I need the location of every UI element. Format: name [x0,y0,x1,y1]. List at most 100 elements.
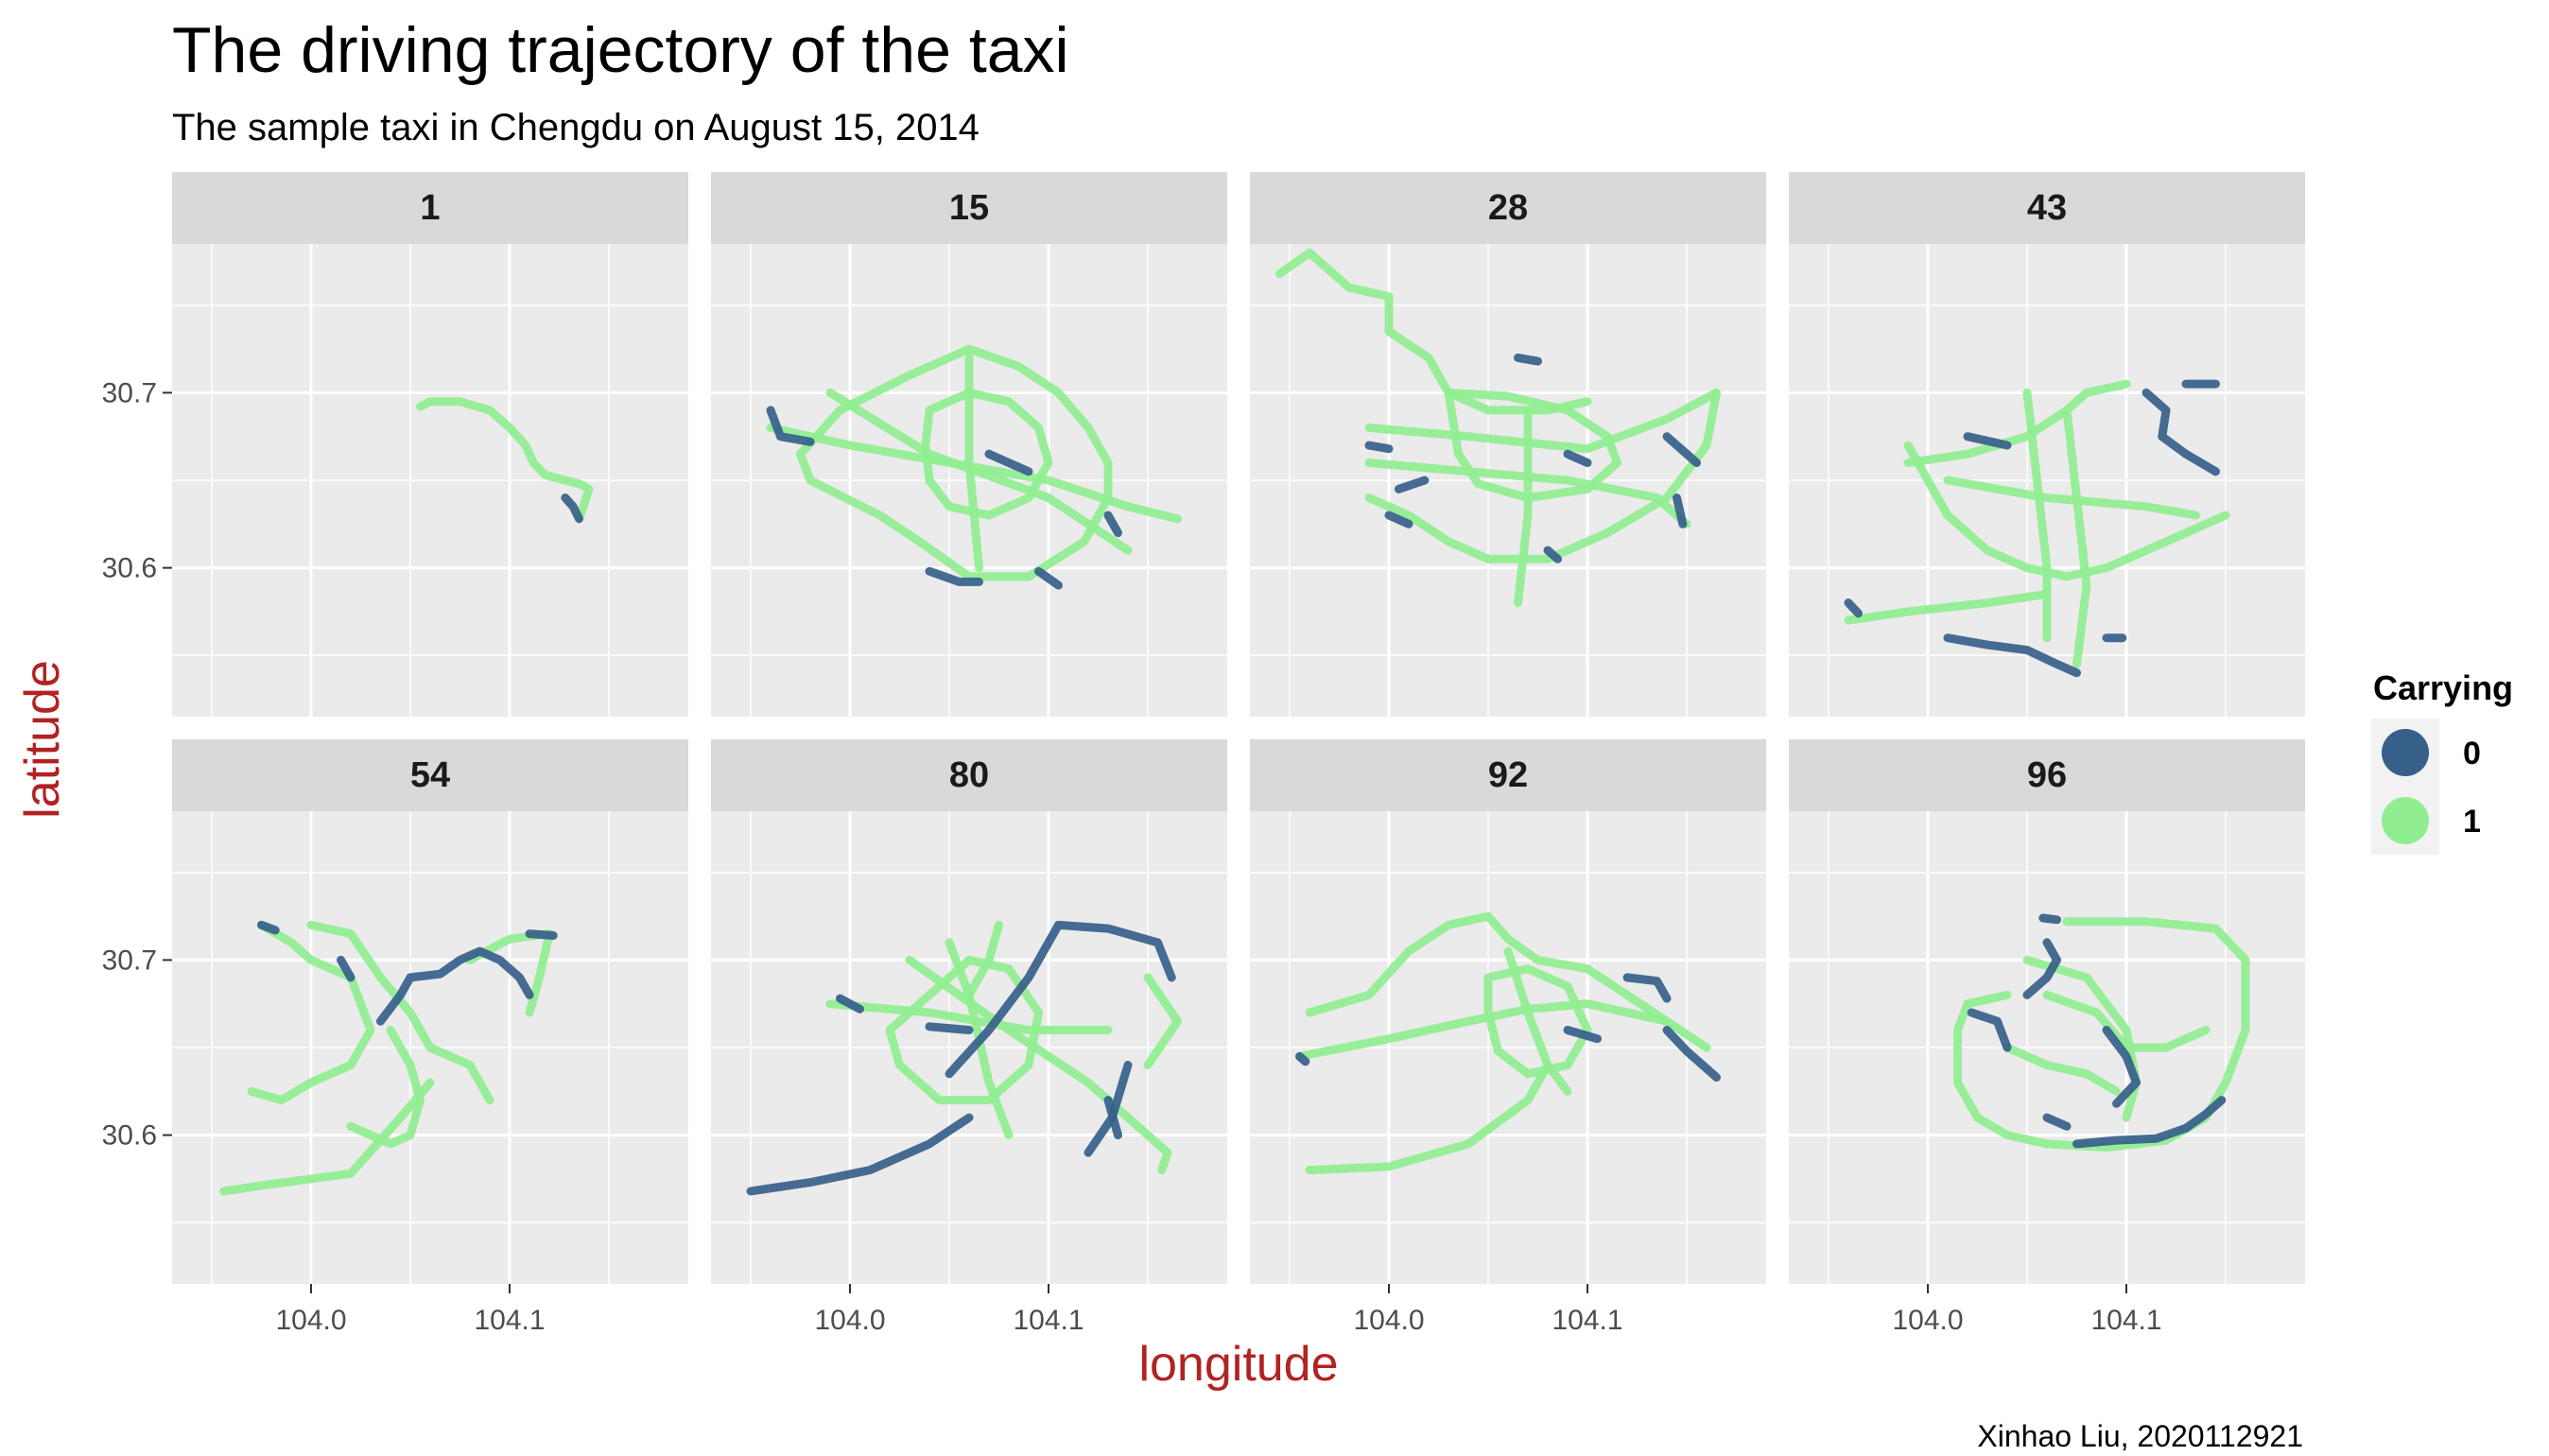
trajectory-carrying-0 [1662,1026,1721,1082]
facet-strip [1250,172,1766,244]
x-tick-label: 104.1 [474,1305,545,1336]
trajectory-carrying-1 [1903,379,2131,467]
facet-panel-80: 80 104.0 104.1 [711,739,1227,1336]
trajectory-carrying-0 [1622,973,1672,1003]
trajectory-carrying-1 [1364,459,1691,529]
trajectory-carrying-1 [1295,999,1672,1061]
trajectory-carrying-1 [964,353,983,573]
x-tick-label: 104.1 [1013,1305,1084,1336]
trajectory-carrying-0 [2042,1113,2072,1131]
facet-strip [1789,172,2305,244]
facet-strip [1250,739,1766,811]
trajectory-carrying-1 [1514,406,1533,608]
trajectory-carrying-0 [1943,633,2081,678]
trajectory-carrying-0 [1844,598,1863,618]
trajectory-carrying-0 [1295,1051,1310,1066]
trajectory-carrying-1 [825,388,1133,555]
legend-label-0: 0 [2463,736,2481,771]
trajectory-carrying-1 [1143,973,1182,1069]
y-axis-title: latitude [15,660,70,819]
trajectory-carrying-0 [1364,441,1394,454]
trajectory-carrying-0 [1103,1096,1122,1140]
trajectory-carrying-1 [1953,917,2250,1153]
trajectory-carrying-1 [1305,1061,1552,1175]
facet-strip [711,172,1227,244]
trajectory-carrying-0 [1963,432,2012,450]
facet-strip-label: 54 [410,755,450,795]
x-axis-title: longitude [1138,1337,1338,1392]
caption: Xinhao Liu, 2020112921 [1977,1419,2303,1453]
chart-title: The driving trajectory of the taxi [172,14,1069,86]
x-tick-label: 104.0 [1892,1305,1963,1336]
trajectory-carrying-1 [2003,1043,2121,1096]
trajectory-carrying-0 [945,920,1176,1079]
trajectory-carrying-0 [2038,913,2061,925]
trajectory-carrying-0 [525,929,558,940]
trajectory-carrying-0 [337,955,355,982]
facet-strip [172,172,688,244]
trajectory-carrying-0 [257,920,280,935]
trajectory-carrying-0 [984,449,1033,477]
y-tick-label: 30.7 [102,377,157,408]
trajectory-carrying-1 [416,397,594,524]
facet-strip-label: 92 [1488,755,1528,795]
trajectory-carrying-1 [219,1078,435,1196]
trajectory-carrying-0 [1395,476,1430,494]
trajectory-carrying-0 [836,994,864,1014]
facet-strip [1789,739,2305,811]
x-tick-label: 104.0 [1353,1305,1424,1336]
facet-strip-label: 80 [949,755,989,795]
legend: Carrying 0 1 [2371,668,2513,855]
facet-strip-label: 28 [1488,188,1528,228]
facet-panels: 1 30.6 30.7 15 28 43 54 104.0 104.1 30.6 30.7 80 104… [102,172,2305,1336]
trajectory-carrying-1 [306,920,494,1105]
y-tick-label: 30.6 [102,553,157,584]
y-tick-label: 30.7 [102,945,157,976]
trajectory-carrying-0 [925,566,983,586]
facet-panel-96: 96 104.0 104.1 [1789,739,2305,1336]
trajectory-carrying-1 [921,388,1053,520]
trajectory-carrying-0 [766,406,815,446]
trajectory-carrying-0 [1673,494,1688,529]
trajectory-carrying-0 [1563,1026,1602,1044]
trajectory-carrying-1 [2022,388,2052,643]
legend-key-1 [2382,797,2429,844]
trajectory-carrying-0 [1967,1008,2012,1052]
facet-strip [172,739,688,811]
trajectory-carrying-1 [796,344,1113,581]
legend-label-1: 1 [2463,804,2481,840]
trajectory-carrying-1 [346,1026,425,1149]
trajectory-carrying-0 [746,1113,974,1196]
facet-panel-92: 92 104.0 104.1 [1250,739,1766,1336]
trajectory-carrying-1 [1305,911,1711,1052]
chart-subtitle: The sample taxi in Chengdu on August 15,… [172,107,980,148]
trajectory-carrying-1 [2062,406,2091,668]
trajectory-carrying-0 [2072,1096,2227,1149]
facet-panel-1: 1 30.6 30.7 [102,172,688,717]
trajectory-carrying-1 [1483,964,1592,1079]
trajectory-carrying-0 [376,946,534,1026]
facet-panel-28: 28 [1250,172,1766,717]
facet-panel-15: 15 [711,172,1227,717]
trajectory-carrying-1 [1364,388,1721,454]
facet-strip-label: 43 [2027,188,2067,228]
trajectory-carrying-1 [247,920,375,1105]
trajectory-carrying-1 [1503,946,1572,1096]
facet-panel-54: 54 104.0 104.1 30.6 30.7 [102,739,688,1336]
trajectory-carrying-1 [1844,589,2052,625]
trajectory-carrying-1 [2022,955,2141,1122]
trajectory-carrying-0 [2102,1026,2141,1108]
trajectory-carrying-0 [925,1022,974,1034]
facet-strip [711,739,1227,811]
trajectory-carrying-1 [964,920,1003,999]
facet-strip-label: 96 [2027,755,2067,795]
trajectory-carrying-0 [1543,546,1562,563]
y-tick-label: 30.6 [102,1120,157,1152]
x-tick-label: 104.0 [814,1305,885,1336]
trajectory-carrying-0 [1384,511,1413,529]
trajectory-carrying-1 [1275,248,1592,415]
trajectory-carrying-1 [905,955,1172,1175]
trajectory-carrying-1 [766,423,1182,524]
trajectory-carrying-0 [1034,566,1063,590]
trajectory-carrying-0 [1662,432,1701,467]
